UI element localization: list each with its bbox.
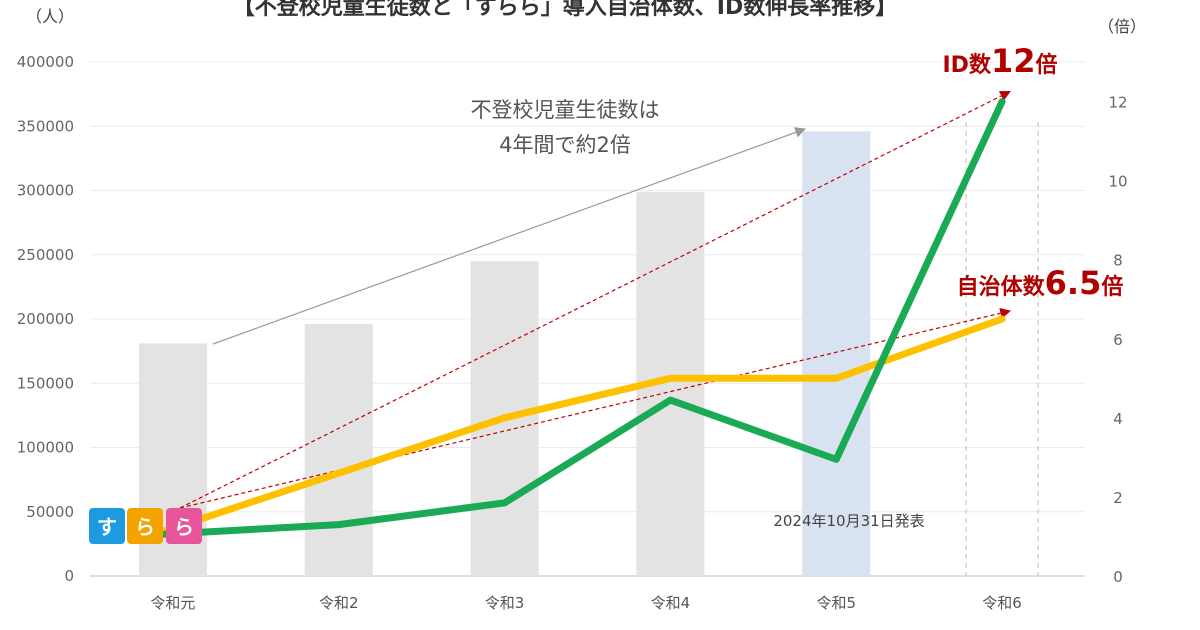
id-callout-prefix: ID数: [943, 52, 992, 78]
logo-tile-1: [89, 508, 125, 544]
surara-logo: すらら: [89, 508, 202, 544]
logo-tile-3: [166, 508, 202, 544]
y-left-tick-250000: 250000: [17, 246, 74, 264]
line-自治体数: [156, 315, 1006, 537]
bar-令和2: [304, 324, 373, 576]
y-right-tick-12: 12: [1108, 94, 1127, 112]
reference-lines: [965, 122, 1039, 576]
x-tick-令和3: 令和3: [485, 594, 525, 612]
muni-callout-value: 6.5: [1045, 264, 1102, 302]
y-left-unit: （人）: [26, 7, 74, 26]
y-left-tick-300000: 300000: [17, 182, 74, 200]
y-right-unit: （倍）: [1098, 17, 1146, 36]
line-series: [156, 98, 1006, 538]
logo-char-1: す: [97, 515, 117, 539]
y-right-tick-2: 2: [1113, 489, 1123, 507]
y-right-tick-6: 6: [1113, 331, 1123, 349]
muni-callout-suffix: 倍: [1101, 274, 1123, 300]
y-left-tick-150000: 150000: [17, 374, 74, 392]
y-left-tick-200000: 200000: [17, 310, 74, 328]
y-right-tick-0: 0: [1113, 568, 1123, 586]
bar-令和5: [802, 131, 871, 576]
id-callout-value: 12: [991, 42, 1036, 80]
trend-arrows: [179, 91, 1012, 509]
y-left-tick-400000: 400000: [17, 53, 74, 71]
x-tick-令和6: 令和6: [982, 594, 1022, 612]
y-right-tick-8: 8: [1113, 252, 1123, 270]
arrow-muni-trend: [179, 307, 1012, 509]
axis-ticks: 0 50000 100000 150000 200000 250000 300000 3500…: [17, 53, 1128, 612]
arrow-bars-trend: [212, 127, 807, 345]
grid-lines: [90, 61, 1085, 577]
line-ID数: [156, 98, 1006, 538]
logo-tile-2: [127, 508, 163, 544]
y-right-tick-10: 10: [1108, 173, 1127, 191]
chart-title: 【不登校児童生徒数と「すらら」導入自治体数、ID数伸長率推移】: [233, 0, 897, 20]
x-tick-令和元: 令和元: [150, 594, 195, 612]
id-callout: ID数12倍: [943, 42, 1058, 80]
y-left-tick-50000: 50000: [26, 503, 74, 521]
bar-series: [138, 131, 871, 576]
id-callout-suffix: 倍: [1035, 52, 1057, 78]
release-note: 2024年10月31日発表: [773, 512, 924, 530]
x-tick-令和4: 令和4: [651, 594, 691, 612]
x-tick-令和5: 令和5: [816, 594, 856, 612]
muni-callout-prefix: 自治体数: [957, 274, 1046, 300]
logo-char-3: ら: [174, 515, 194, 539]
logo-char-2: ら: [135, 515, 155, 539]
annotation-bars-line2: 4年間で約2倍: [499, 133, 631, 157]
y-left-tick-0: 0: [64, 567, 74, 585]
y-right-tick-4: 4: [1113, 410, 1123, 428]
annotation-bars-line1: 不登校児童生徒数は: [471, 98, 660, 122]
y-left-tick-100000: 100000: [17, 439, 74, 457]
muni-callout: 自治体数6.5倍: [957, 264, 1124, 302]
arrow-id-trend: [179, 91, 1011, 509]
y-left-tick-350000: 350000: [17, 117, 74, 135]
x-tick-令和2: 令和2: [319, 594, 359, 612]
